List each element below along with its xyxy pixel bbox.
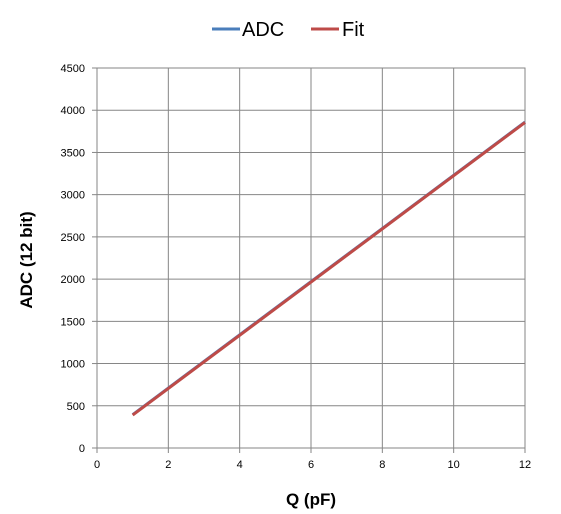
x-tick-label: 2 <box>165 459 171 471</box>
y-tick-label: 4000 <box>61 105 85 117</box>
y-tick-label: 1500 <box>61 316 85 328</box>
x-tick-label: 10 <box>448 459 460 471</box>
y-tick-label: 500 <box>67 401 85 413</box>
y-tick-label: 2000 <box>61 274 85 286</box>
x-tick-label: 12 <box>519 459 531 471</box>
x-axis-title: Q (pF) <box>286 490 336 509</box>
series-line-fit <box>131 121 526 417</box>
y-axis-title: ADC (12 bit) <box>17 211 36 308</box>
x-tick-label: 6 <box>308 459 314 471</box>
y-tick-label: 0 <box>79 443 85 455</box>
legend: ADC Fit <box>212 19 365 41</box>
y-tick-label: 4500 <box>61 63 85 75</box>
x-axis-tick-labels: 0 2 4 6 8 10 12 <box>94 459 531 471</box>
x-tick-label: 0 <box>94 459 100 471</box>
legend-label-adc: ADC <box>242 19 284 41</box>
plot-area-border <box>96 67 526 449</box>
y-tick-label: 3000 <box>61 190 85 202</box>
y-axis-tick-labels: 0 500 1000 1500 2000 2500 3000 3500 4000 4500 <box>61 63 85 455</box>
legend-label-fit: Fit <box>342 19 365 41</box>
series-lines <box>131 120 526 417</box>
y-tick-label: 1000 <box>61 359 85 371</box>
y-tick-label: 2500 <box>61 232 85 244</box>
x-tick-label: 8 <box>379 459 385 471</box>
x-tick-label: 4 <box>237 459 243 471</box>
y-tick-label: 3500 <box>61 147 85 159</box>
gridlines <box>92 67 526 453</box>
